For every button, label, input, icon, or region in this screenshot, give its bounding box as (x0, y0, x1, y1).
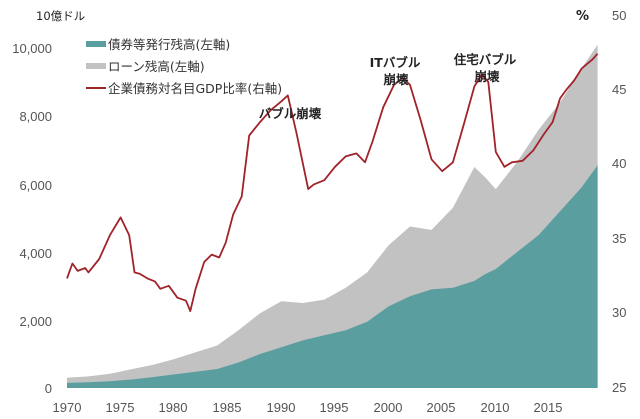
right-axis-ticks: 25 30 35 40 45 50 (612, 8, 626, 395)
bond-area (67, 165, 598, 388)
x-tick: 1970 (53, 400, 82, 415)
left-tick: 0 (45, 381, 52, 396)
left-axis-ticks: 0 2,000 4,000 6,000 8,000 10,000 (12, 41, 52, 396)
right-tick: 30 (612, 305, 626, 320)
x-tick: 2010 (481, 400, 510, 415)
x-tick: 2015 (534, 400, 563, 415)
x-tick: 1985 (213, 400, 242, 415)
left-axis-unit: 10億ドル (36, 9, 85, 23)
right-tick: 50 (612, 8, 626, 23)
x-tick: 1975 (106, 400, 135, 415)
legend-label-bonds: 債券等発行残高(左軸) (108, 37, 230, 52)
legend-swatch-bonds (86, 41, 106, 47)
annotation-housing-bubble-line2: 崩壊 (474, 69, 500, 84)
right-tick: 35 (612, 231, 626, 246)
annotation-bubble-collapse: バブル崩壊 (259, 106, 322, 121)
annotation-it-bubble-line1: ITバブル (370, 55, 421, 70)
left-tick: 10,000 (12, 41, 52, 56)
right-tick: 45 (612, 82, 626, 97)
x-tick: 1995 (320, 400, 349, 415)
x-tick: 1980 (159, 400, 188, 415)
right-tick: 40 (612, 156, 626, 171)
x-tick: 1990 (267, 400, 296, 415)
annotation-it-bubble-line2: 崩壊 (383, 72, 409, 87)
ratio-line (66, 53, 599, 312)
legend: 債券等発行残高(左軸) ローン残高(左軸) 企業債務対名目GDP比率(右軸) (86, 37, 282, 96)
left-tick: 8,000 (19, 109, 52, 124)
left-tick: 6,000 (19, 178, 52, 193)
annotation-housing-bubble-line1: 住宅バブル (454, 52, 517, 67)
left-tick: 4,000 (19, 246, 52, 261)
legend-label-loans: ローン残高(左軸) (108, 59, 205, 74)
annotations: バブル崩壊 ITバブル 崩壊 住宅バブル 崩壊 (259, 52, 517, 121)
x-axis-ticks: 1970 1975 1980 1985 1990 1995 2000 2005 … (53, 400, 563, 415)
right-axis-unit: % (576, 9, 589, 24)
plot-areas (67, 44, 598, 388)
left-tick: 2,000 (19, 314, 52, 329)
x-tick: 2000 (374, 400, 403, 415)
right-tick: 25 (612, 380, 626, 395)
legend-swatch-loans (86, 63, 106, 69)
x-tick: 2005 (427, 400, 456, 415)
legend-label-ratio: 企業債務対名目GDP比率(右軸) (108, 81, 282, 96)
